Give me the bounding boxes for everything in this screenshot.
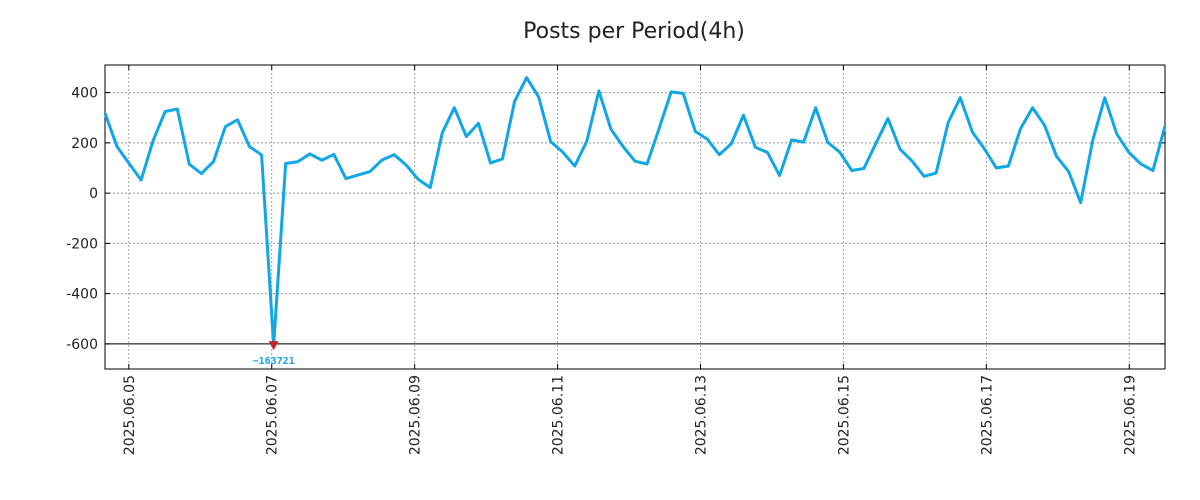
x-tick-label: 2025.06.11 xyxy=(551,375,567,455)
x-axis: 2025.06.05 2025.06.07 2025.06.09 2025.06.11… xyxy=(122,65,1138,455)
y-tick-label: -200 xyxy=(66,236,98,252)
x-tick-label: 2025.06.09 xyxy=(408,375,424,455)
annotation-layer: −163721 xyxy=(253,341,295,367)
x-tick-label: 2025.06.13 xyxy=(694,375,710,455)
min-marker xyxy=(268,341,279,351)
x-tick-label: 2025.06.17 xyxy=(979,375,995,455)
plot-frame xyxy=(104,64,1166,370)
x-tick-label: 2025.06.19 xyxy=(1122,375,1138,455)
x-tick-label: 2025.06.15 xyxy=(836,375,852,455)
series-line-posts xyxy=(103,76,1167,347)
series-layer xyxy=(103,76,1167,347)
annotation-label: −163721 xyxy=(253,356,295,367)
y-tick-label: 200 xyxy=(71,136,98,152)
x-tick-label: 2025.06.07 xyxy=(265,375,281,455)
chart-title: Posts per Period(4h) xyxy=(523,19,745,44)
x-tick-label: 2025.06.05 xyxy=(122,375,138,455)
y-tick-label: 0 xyxy=(89,186,98,202)
y-tick-label: -400 xyxy=(66,287,98,303)
y-axis: 400 200 0 -200 -400 -600 xyxy=(66,86,1165,353)
grid-layer xyxy=(105,65,1165,369)
y-tick-label: 400 xyxy=(71,86,98,102)
y-tick-label: -600 xyxy=(66,337,98,353)
